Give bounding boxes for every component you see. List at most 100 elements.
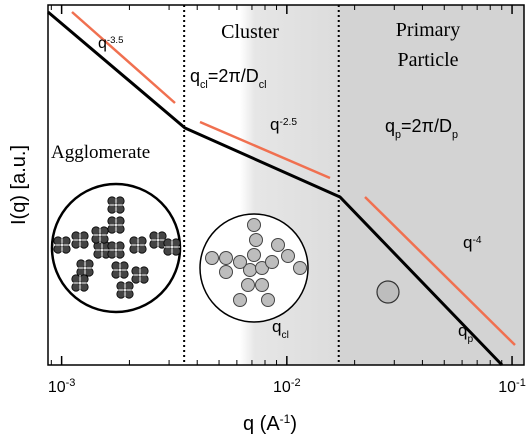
cluster-part bbox=[282, 250, 295, 263]
text-part: Primary bbox=[396, 19, 460, 41]
agglomerate-part bbox=[80, 283, 88, 291]
text-part: q bbox=[272, 317, 281, 336]
annotation: Primary bbox=[396, 19, 460, 41]
x-tick-label: 10-1 bbox=[498, 377, 526, 396]
agglomerate-part bbox=[92, 235, 100, 243]
agglomerate-part bbox=[150, 232, 158, 240]
agglomerate-part bbox=[100, 227, 108, 235]
agglomerate-part bbox=[140, 275, 148, 283]
text-part: q bbox=[98, 35, 107, 52]
agglomerate-part bbox=[116, 242, 124, 250]
supscript: -4 bbox=[472, 235, 481, 246]
agglomerate-part bbox=[132, 267, 140, 275]
agglomerate-part bbox=[62, 245, 70, 253]
cluster-part bbox=[206, 252, 219, 265]
annotation: q-3.5 bbox=[98, 35, 123, 53]
agglomerate-part bbox=[150, 240, 158, 248]
text-part: =2π/D bbox=[401, 116, 452, 136]
agglomerate-part bbox=[164, 239, 172, 247]
cluster-part bbox=[234, 256, 247, 269]
cluster-part bbox=[256, 279, 269, 292]
text-part: ) bbox=[290, 413, 297, 435]
agglomerate-part bbox=[164, 247, 172, 255]
agglomerate-part bbox=[94, 250, 102, 258]
agglomerate-part bbox=[138, 237, 146, 245]
subscript: cl bbox=[200, 79, 208, 91]
agglomerate-part bbox=[116, 225, 124, 233]
text-part: q bbox=[385, 116, 395, 136]
agglomerate-part bbox=[108, 225, 116, 233]
agglomerate-part bbox=[112, 262, 120, 270]
agglomerate-part bbox=[72, 275, 80, 283]
agglomerate-part bbox=[92, 227, 100, 235]
agglomerate-part bbox=[108, 197, 116, 205]
text-part: q (A bbox=[243, 413, 280, 435]
agglomerate-part bbox=[116, 250, 124, 258]
agglomerate-part bbox=[54, 237, 62, 245]
agglomerate-part bbox=[138, 245, 146, 253]
agglomerate-part bbox=[116, 205, 124, 213]
agglomerate-part bbox=[108, 242, 116, 250]
subscript: p bbox=[452, 129, 458, 141]
text-part: q bbox=[270, 115, 279, 134]
text-part: q bbox=[190, 66, 200, 86]
agglomerate-part bbox=[172, 247, 180, 255]
particle-icon bbox=[377, 281, 399, 303]
text-part: =2π/D bbox=[208, 66, 259, 86]
cluster-part bbox=[250, 234, 263, 247]
cluster-part bbox=[262, 294, 275, 307]
supscript: -1 bbox=[280, 412, 291, 426]
annotation: Cluster bbox=[221, 21, 279, 43]
supscript: -2.5 bbox=[279, 117, 297, 128]
agglomerate-part bbox=[100, 235, 108, 243]
text-part: Agglomerate bbox=[51, 142, 150, 163]
agglomerate-part bbox=[158, 232, 166, 240]
cluster-part bbox=[248, 219, 261, 232]
agglomerate-part bbox=[80, 232, 88, 240]
agglomerate-part bbox=[125, 290, 133, 298]
tick-base: 10 bbox=[273, 379, 291, 396]
agglomerate-part bbox=[54, 245, 62, 253]
y-axis-label: I(q) [a.u.] bbox=[8, 145, 30, 225]
page: 10-310-210-1q (A-1)I(q) [a.u.]q-3.5Clust… bbox=[0, 0, 526, 439]
tick-base: 10 bbox=[48, 379, 66, 396]
agglomerate-part bbox=[120, 262, 128, 270]
agglomerate-part bbox=[132, 275, 140, 283]
text-part: q bbox=[463, 233, 472, 252]
subscript: cl bbox=[281, 330, 288, 341]
text-part: Particle bbox=[397, 49, 458, 71]
cluster-part bbox=[220, 266, 233, 279]
slope-line bbox=[72, 12, 175, 103]
cluster-part bbox=[220, 252, 233, 265]
cluster-part bbox=[242, 279, 255, 292]
subscript: p bbox=[467, 334, 473, 345]
cluster-part bbox=[266, 256, 279, 269]
agglomerate-part bbox=[117, 290, 125, 298]
tick-exponent: -2 bbox=[291, 377, 301, 389]
cluster-part bbox=[294, 262, 307, 275]
tick-base: 10 bbox=[498, 379, 516, 396]
agglomerate-part bbox=[116, 197, 124, 205]
tick-exponent: -1 bbox=[516, 377, 526, 389]
supscript: -3.5 bbox=[107, 35, 124, 46]
x-tick-label: 10-2 bbox=[273, 377, 301, 396]
agglomerate-part bbox=[72, 283, 80, 291]
tick-exponent: -3 bbox=[66, 377, 76, 389]
agglomerate-part bbox=[72, 240, 80, 248]
agglomerate-part bbox=[130, 237, 138, 245]
x-tick-label: 10-3 bbox=[48, 377, 76, 396]
agglomerate-part bbox=[172, 239, 180, 247]
agglomerate-part bbox=[77, 260, 85, 268]
agglomerate-part bbox=[116, 217, 124, 225]
agglomerate-part bbox=[72, 232, 80, 240]
agglomerate-part bbox=[130, 245, 138, 253]
text-part: q bbox=[458, 321, 467, 340]
text-part: Cluster bbox=[221, 21, 279, 43]
agglomerate-part bbox=[80, 275, 88, 283]
agglomerate-part bbox=[108, 250, 116, 258]
chart: 10-310-210-1q (A-1)I(q) [a.u.]q-3.5Clust… bbox=[0, 0, 526, 439]
cluster-part bbox=[248, 249, 261, 262]
agglomerate-part bbox=[62, 237, 70, 245]
agglomerate-part bbox=[85, 260, 93, 268]
agglomerate-part bbox=[120, 270, 128, 278]
